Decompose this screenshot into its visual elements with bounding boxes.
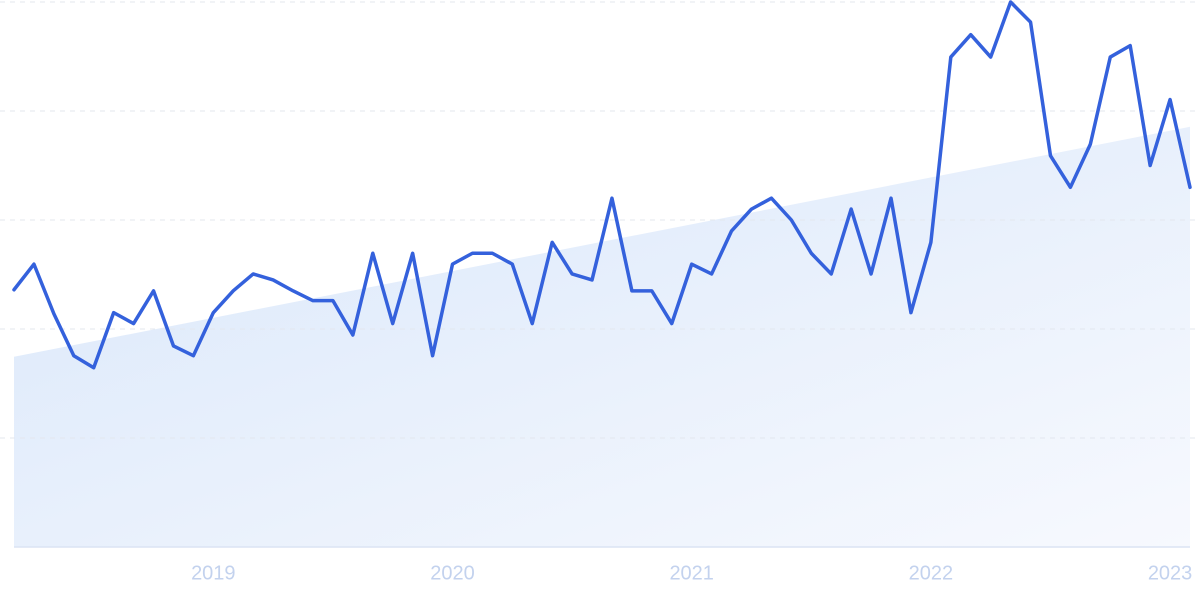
x-tick-label: 2022 [909,562,954,584]
x-tick-label: 2020 [430,562,475,584]
x-tick-label: 2021 [669,562,714,584]
trend-area [14,126,1190,548]
x-tick-label: 2019 [191,562,236,584]
data-line [12,0,1192,370]
x-tick-label: 2023 [1148,562,1193,584]
